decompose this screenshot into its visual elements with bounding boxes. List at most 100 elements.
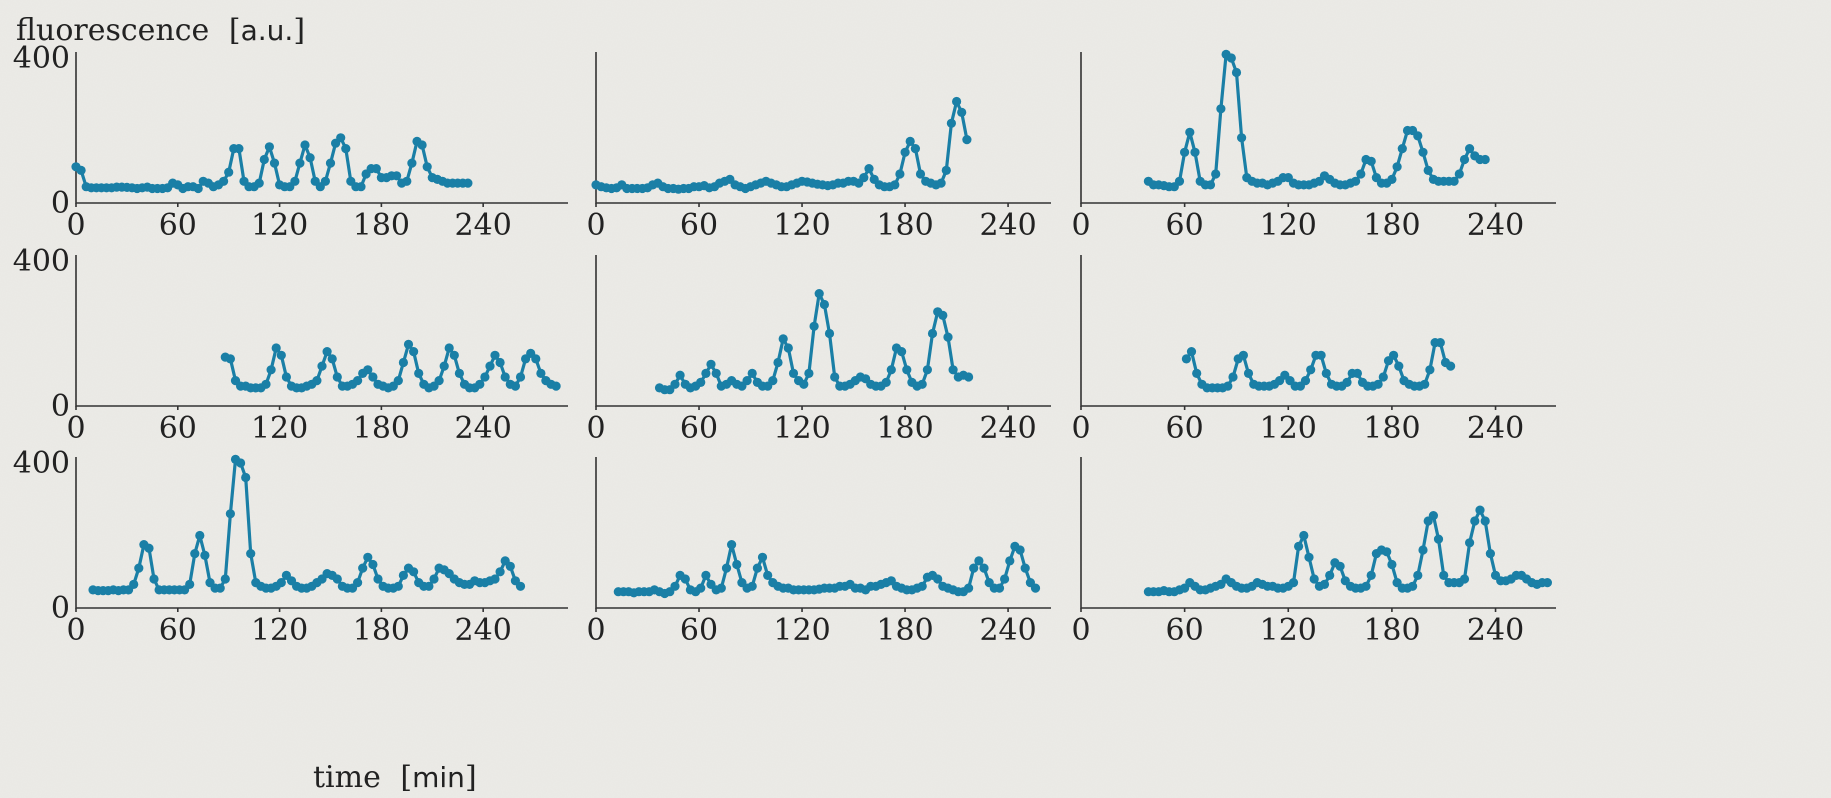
data-point (332, 372, 342, 382)
data-point (510, 381, 520, 391)
data-point (475, 379, 485, 389)
data-point (241, 472, 251, 483)
data-point (701, 368, 711, 378)
data-point (259, 154, 269, 165)
data-point (1420, 379, 1430, 389)
data-point (463, 178, 473, 188)
data-point (551, 381, 561, 391)
data-point (246, 549, 256, 559)
data-point (1186, 347, 1197, 357)
data-point (809, 321, 819, 331)
data-point (747, 581, 757, 591)
x-tick-label: 240 (979, 411, 1036, 446)
data-point (783, 343, 793, 353)
panel-row2-col3: 0 60 120 180 240 (1071, 255, 1556, 446)
data-point (675, 370, 685, 380)
x-tick-label: 120 (773, 208, 830, 243)
x-tick-label: 180 (876, 208, 933, 243)
data-point (670, 581, 680, 591)
data-point (938, 310, 948, 320)
data-point (505, 561, 515, 571)
x-tick-label: 120 (773, 411, 830, 446)
data-point (890, 180, 900, 190)
data-point (269, 158, 280, 168)
data-point (1397, 144, 1407, 154)
data-point (1387, 559, 1397, 570)
data-point (773, 357, 783, 368)
data-point (261, 379, 271, 389)
panel-row3-col2: 0 60 120 180 240 (586, 457, 1051, 648)
data-point (1294, 541, 1304, 552)
data-point (1309, 574, 1319, 584)
data-point (1223, 381, 1233, 391)
panel-row2-col1: 0 60 120 180 240 0 400 (13, 244, 568, 446)
data-point (1387, 174, 1397, 184)
data-point (1020, 563, 1030, 573)
data-point (1321, 368, 1331, 378)
data-point (915, 169, 926, 179)
x-tick-label: 180 (876, 613, 933, 648)
x-tick-label: 180 (876, 411, 933, 446)
data-point (1319, 579, 1330, 590)
x-tick-label: 240 (455, 613, 512, 648)
data-point (902, 365, 912, 375)
data-point (327, 354, 337, 364)
data-point (407, 158, 417, 168)
data-point (190, 549, 200, 559)
data-point (979, 563, 989, 573)
data-point (905, 136, 915, 146)
data-point (353, 376, 363, 386)
x-axis-title: time [min] (313, 760, 477, 795)
data-point (1413, 131, 1423, 141)
data-point (994, 583, 1005, 593)
data-point (952, 96, 962, 107)
x-tick-label: 240 (979, 208, 1036, 243)
data-point (1485, 549, 1495, 559)
data-point (129, 579, 139, 590)
data-point (1439, 570, 1449, 581)
data-point (917, 379, 927, 389)
data-point (1408, 581, 1418, 591)
data-point (439, 361, 449, 371)
x-tick-label: 0 (66, 411, 85, 446)
x-tick-label: 120 (1260, 613, 1317, 648)
data-point (312, 376, 322, 386)
x-tick-label: 60 (1166, 613, 1204, 648)
data-point (536, 368, 546, 378)
data-point (1418, 147, 1428, 157)
data-point (1299, 530, 1309, 541)
data-point (1423, 165, 1433, 175)
x-tick-label: 0 (1071, 411, 1090, 446)
data-point (320, 176, 330, 186)
data-point (1382, 547, 1392, 557)
y-tick-label: 0 (51, 186, 70, 221)
data-point (1288, 578, 1299, 588)
data-point (886, 365, 896, 375)
data-point (305, 153, 315, 163)
data-point (234, 144, 244, 154)
data-point (1378, 372, 1388, 382)
data-point (295, 158, 305, 168)
data-point (1231, 67, 1242, 78)
data-point (1325, 570, 1335, 581)
data-point (974, 556, 984, 566)
data-point (422, 162, 432, 172)
y-tick-label: 0 (51, 591, 70, 626)
x-tick-label: 60 (159, 411, 197, 446)
x-tick-label: 180 (353, 208, 410, 243)
data-point (358, 563, 368, 573)
data-point (941, 165, 951, 175)
data-point (1243, 368, 1254, 378)
panel-row1-col3: 0 60 120 180 240 (1071, 49, 1556, 243)
data-point (859, 173, 869, 183)
data-point (495, 357, 505, 368)
data-point (515, 372, 526, 382)
panel-row3-col3: 0 60 120 180 240 (1071, 457, 1556, 648)
y-tick-label: 400 (13, 446, 70, 481)
data-point (946, 118, 957, 128)
x-tick-label: 240 (1467, 411, 1524, 446)
x-tick-label: 120 (251, 613, 308, 648)
data-point (948, 365, 958, 375)
x-tick-label: 60 (680, 411, 718, 446)
x-tick-label: 0 (1071, 613, 1090, 648)
